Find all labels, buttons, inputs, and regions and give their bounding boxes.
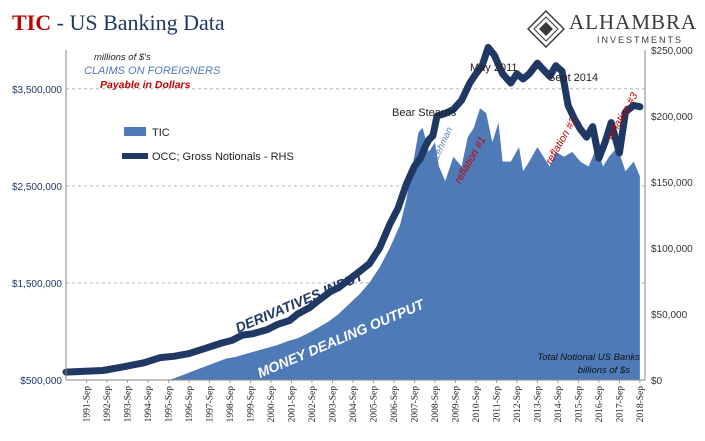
x-tick-label: 2009-Sep — [451, 386, 461, 423]
x-tick-label: 2004-Sep — [349, 386, 359, 423]
left-tick-label: $1,500,000 — [12, 279, 62, 290]
annotation-total-notional-2: billions of $s — [578, 365, 631, 376]
x-tick-label: 2014-Sep — [554, 386, 564, 423]
x-tick-label: 2006-Sep — [390, 386, 400, 423]
right-tick-label: $150,000 — [651, 178, 693, 189]
annotation-claims: CLAIMS ON FOREIGNERS — [84, 65, 221, 77]
x-tick-label: 2013-Sep — [533, 386, 543, 423]
x-tick-label: 2011-Sep — [492, 386, 502, 422]
legend-swatch-tic — [124, 127, 146, 136]
annotation-millions: millions of $'s — [94, 52, 151, 63]
x-tick-label: 2002-Sep — [308, 386, 318, 423]
x-tick-label: 1994-Sep — [144, 386, 154, 423]
right-tick-label: $50,000 — [651, 310, 688, 321]
x-tick-label: 1999-Sep — [246, 386, 256, 423]
right-tick-label: $100,000 — [651, 244, 693, 255]
annotation-sept-2014: Sept 2014 — [548, 72, 598, 84]
title-tic: TIC — [12, 10, 52, 35]
annotation-may-2011: May 2011 — [470, 62, 518, 74]
alhambra-logo: ALHAMBRA INVESTMENTS — [525, 8, 700, 50]
right-tick-label: $0 — [651, 376, 663, 387]
right-tick-label: $250,000 — [651, 46, 693, 57]
x-tick-label: 1998-Sep — [226, 386, 236, 423]
x-tick-label: 2008-Sep — [431, 386, 441, 423]
x-tick-label: 1992-Sep — [103, 386, 113, 423]
left-tick-label: $2,500,000 — [12, 182, 62, 193]
x-tick-label: 2012-Sep — [513, 386, 523, 423]
legend-label-occ: OCC; Gross Notionals - RHS — [152, 151, 294, 163]
annotation-payable: Payable in Dollars — [100, 79, 191, 91]
logo-name: ALHAMBRA — [569, 10, 698, 34]
x-tick-label: 2017-Sep — [615, 386, 625, 423]
left-tick-label: $3,500,000 — [12, 85, 62, 96]
x-tick-label: 2005-Sep — [369, 386, 379, 423]
left-tick-label: $500,000 — [20, 376, 62, 387]
logo-sub: INVESTMENTS — [597, 35, 684, 45]
x-tick-label: 2015-Sep — [574, 386, 584, 423]
title-rest: - US Banking Data — [51, 10, 225, 35]
x-tick-label: 2000-Sep — [267, 386, 277, 423]
series-line-occ — [62, 43, 644, 376]
legend-label-tic: TIC — [152, 127, 170, 139]
x-tick-label: 2010-Sep — [472, 386, 482, 423]
x-tick-label: 2018-Sep — [636, 386, 646, 423]
x-tick-label: 1997-Sep — [205, 386, 215, 423]
x-tick-label: 2007-Sep — [410, 386, 420, 423]
x-tick-label: 1995-Sep — [164, 386, 174, 423]
chart-title: TIC - US Banking Data — [12, 10, 225, 36]
x-tick-label: 1993-Sep — [123, 386, 133, 423]
right-tick-label: $200,000 — [651, 112, 693, 123]
annotation-total-notional-1: Total Notional US Banks — [537, 352, 640, 363]
logo-diamond-icon — [527, 10, 565, 48]
x-tick-label: 1991-Sep — [82, 386, 92, 423]
series-area-tic — [168, 108, 640, 380]
x-tick-label: 2003-Sep — [328, 386, 338, 423]
x-tick-label: 1996-Sep — [185, 386, 195, 423]
x-tick-label: 2001-Sep — [287, 386, 297, 423]
x-tick-label: 2016-Sep — [595, 386, 605, 423]
annotation-bear-stearns: Bear Stearns — [392, 107, 457, 119]
